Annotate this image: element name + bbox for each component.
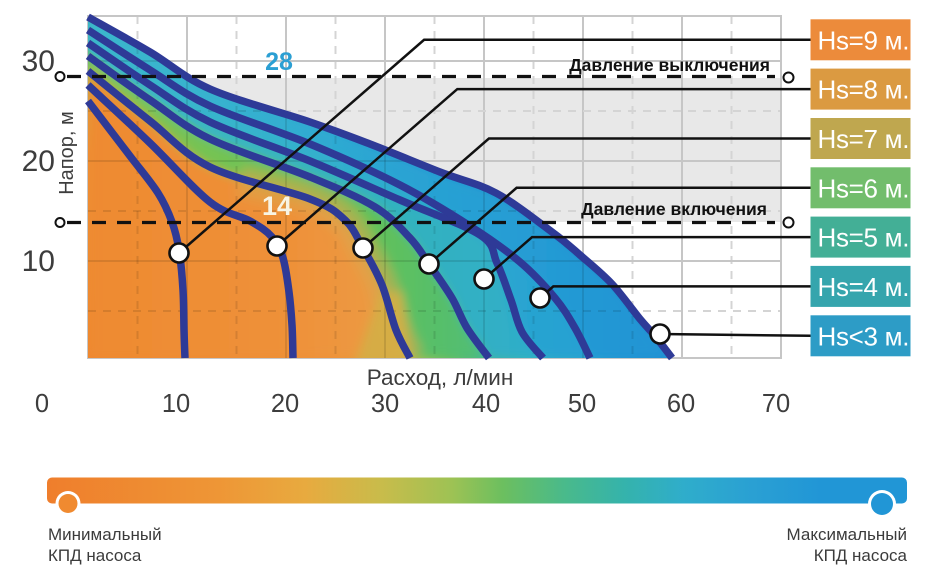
svg-text:Hs=5 м.: Hs=5 м. — [818, 223, 910, 253]
svg-text:Hs=4 м.: Hs=4 м. — [818, 272, 910, 302]
svg-text:30: 30 — [371, 390, 399, 418]
svg-text:60: 60 — [667, 390, 695, 418]
svg-text:Hs=7 м.: Hs=7 м. — [818, 124, 910, 154]
svg-text:Hs=9 м.: Hs=9 м. — [818, 25, 910, 55]
svg-text:КПД насоса: КПД насоса — [48, 546, 142, 565]
svg-text:Напор, м: Напор, м — [56, 111, 78, 195]
svg-text:0: 0 — [35, 390, 49, 418]
svg-text:28: 28 — [265, 48, 293, 76]
svg-text:50: 50 — [568, 390, 596, 418]
svg-text:30: 30 — [22, 45, 55, 78]
svg-text:Давление выключения: Давление выключения — [569, 55, 770, 75]
svg-text:14: 14 — [262, 191, 292, 221]
svg-text:Hs=8 м.: Hs=8 м. — [818, 75, 910, 105]
svg-text:20: 20 — [271, 390, 299, 418]
svg-text:Hs<3 м.: Hs<3 м. — [818, 321, 910, 351]
svg-text:КПД насоса: КПД насоса — [814, 546, 908, 565]
svg-text:Давление включения: Давление включения — [581, 199, 767, 219]
svg-text:10: 10 — [162, 390, 190, 418]
svg-text:10: 10 — [22, 245, 55, 278]
svg-text:Hs=6 м.: Hs=6 м. — [818, 173, 910, 203]
svg-text:Расход, л/мин: Расход, л/мин — [367, 365, 514, 390]
svg-text:Минимальный: Минимальный — [48, 525, 162, 544]
svg-text:40: 40 — [472, 390, 500, 418]
svg-text:70: 70 — [762, 390, 790, 418]
svg-text:20: 20 — [22, 145, 55, 178]
svg-text:Максимальный: Максимальный — [787, 525, 907, 544]
